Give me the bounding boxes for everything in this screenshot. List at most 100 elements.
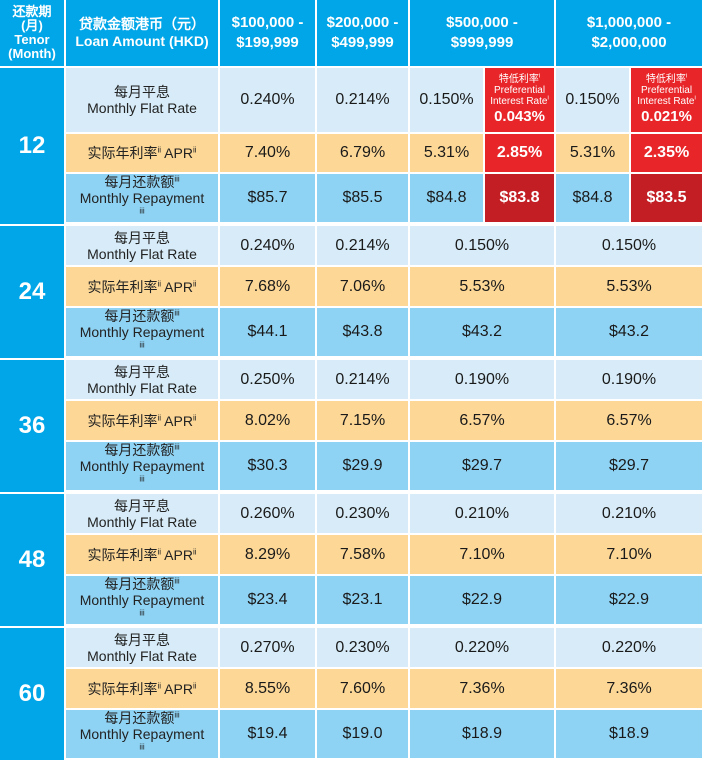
flat-value-cell: 0.150% (556, 226, 702, 267)
tenor-header-zh-unit: (月) (21, 18, 43, 33)
preferential-label-en-text: Interest Rate (490, 96, 548, 107)
repay-value-cell: $29.7 (556, 442, 702, 494)
row-label-en: Monthly Repayment (79, 726, 205, 742)
tier-header-range-start: $500,000 - (446, 14, 518, 31)
tenor-months: 48 (0, 494, 66, 628)
row-label-zh: 每月平息 (114, 631, 170, 648)
footnote-marker: iii (139, 206, 145, 216)
apr-value-cell: 7.06% (317, 267, 410, 308)
rate-row-flat: 60 每月平息 Monthly Flat Rate 0.270% 0.230% 0.220… (0, 628, 702, 762)
tier-header-range-end: $2,000,000 (591, 34, 667, 51)
footnote-marker: ii (192, 278, 197, 288)
footnote-marker: ii (157, 145, 162, 155)
flat-value-cell: 0.230% (317, 628, 410, 669)
rate-row-repay: 每月还款额iii Monthly Repayment iii $23.4 $23.1 $2… (0, 576, 702, 628)
tenor-header-en: Tenor (14, 32, 50, 47)
flat-value-cell: 0.220% (410, 628, 557, 669)
apr-value-cell: 5.31% (410, 134, 485, 174)
row-label-zh: 每月平息 (114, 363, 170, 380)
footnote-marker: iii (139, 340, 145, 350)
preferential-label: 特低利率i (485, 74, 554, 85)
row-label-flat: 每月平息 Monthly Flat Rate (66, 68, 220, 134)
row-label-en: APR (164, 680, 193, 697)
row-label-zh: 每月还款额iii (104, 442, 180, 458)
repay-value-cell: $19.4 (220, 710, 317, 762)
row-label-en: APR (164, 546, 193, 563)
repay-value-cell: $22.9 (556, 576, 702, 628)
repay-value-cell: $85.7 (220, 174, 317, 226)
flat-value-cell: 0.250% (220, 360, 317, 401)
rate-row-apr: 实际年利率ii APRii 7.68% 7.06% 5.53% 5.53% (0, 267, 702, 308)
repay-value-cell: $43.8 (317, 308, 410, 360)
tenor-months: 60 (0, 628, 66, 762)
row-label-repay: 每月还款额iii Monthly Repayment iii (66, 710, 220, 762)
tier-header-1: $100,000 - $199,999 (220, 0, 317, 68)
apr-value-cell: 5.53% (556, 267, 702, 308)
preferential-rate-cell: 特低利率i Preferential Interest Ratei 0.021% (631, 68, 702, 134)
row-label-flat: 每月平息 Monthly Flat Rate (66, 494, 220, 535)
apr-value-cell: 7.58% (317, 535, 410, 576)
repay-value-cell: $29.7 (410, 442, 557, 494)
preferential-rate-value: 0.043% (494, 108, 545, 125)
row-label-repay: 每月还款额iii Monthly Repayment iii (66, 174, 220, 226)
row-label-en: APR (164, 145, 193, 161)
flat-value-cell: 0.240% (220, 226, 317, 267)
row-label-flat: 每月平息 Monthly Flat Rate (66, 628, 220, 669)
apr-value-cell: 7.60% (317, 669, 410, 710)
footnote-marker: iii (139, 474, 145, 484)
preferential-repay-cell: $83.8 (485, 174, 557, 226)
flat-value-cell: 0.190% (556, 360, 702, 401)
footnote-marker: ii (157, 680, 162, 690)
repay-value-cell: $43.2 (556, 308, 702, 360)
rate-row-apr: 实际年利率ii APRii 8.55% 7.60% 7.36% 7.36% (0, 669, 702, 710)
preferential-label: 特低利率i (631, 74, 702, 85)
flat-value-cell: 0.270% (220, 628, 317, 669)
row-label-apr: 实际年利率ii APRii (66, 134, 220, 174)
repay-value-cell: $23.1 (317, 576, 410, 628)
row-label-flat: 每月平息 Monthly Flat Rate (66, 360, 220, 401)
flat-value-cell: 0.210% (410, 494, 557, 535)
flat-value-cell: 0.150% (410, 68, 485, 134)
row-label-apr: 实际年利率ii APRii (66, 669, 220, 710)
footnote-marker: iii (174, 174, 180, 184)
row-label-apr: 实际年利率ii APRii (66, 535, 220, 576)
tenor-header: 还款期 (月) Tenor (Month) (0, 0, 66, 68)
row-label-flat: 每月平息 Monthly Flat Rate (66, 226, 220, 267)
flat-value-cell: 0.230% (317, 494, 410, 535)
row-label-repay: 每月还款额iii Monthly Repayment iii (66, 442, 220, 494)
apr-value-cell: 8.02% (220, 401, 317, 442)
repay-value-cell: $22.9 (410, 576, 557, 628)
row-label-zh: 每月平息 (114, 84, 170, 100)
row-label-zh: 每月还款额iii (104, 710, 180, 726)
row-label-apr: 实际年利率ii APRii (66, 267, 220, 308)
row-label-en: Monthly Repayment (79, 458, 205, 474)
flat-value-cell: 0.240% (220, 68, 317, 134)
rate-row-flat: 24 每月平息 Monthly Flat Rate 0.240% 0.214% 0.150… (0, 226, 702, 360)
row-label-en: Monthly Flat Rate (87, 647, 197, 664)
preferential-label-en: Preferential (640, 85, 693, 96)
apr-value-cell: 7.36% (556, 669, 702, 710)
tier-header-3: $500,000 - $999,999 (410, 0, 557, 68)
flat-value-cell: 0.260% (220, 494, 317, 535)
row-label-zh: 每月平息 (114, 229, 170, 246)
tier-header-2: $200,000 - $499,999 (317, 0, 410, 68)
flat-value-cell: 0.150% (410, 226, 557, 267)
row-label-en: Monthly Repayment (79, 592, 205, 608)
flat-value-cell: 0.150% (556, 68, 632, 134)
footnote-marker: i (547, 95, 549, 102)
row-label-zh: 每月还款额iii (104, 308, 180, 324)
row-label-apr: 实际年利率ii APRii (66, 401, 220, 442)
preferential-label-en-2: Interest Ratei (485, 96, 554, 107)
preferential-label-zh: 特低利率 (498, 74, 539, 85)
footnote-marker: iii (174, 710, 180, 720)
row-label-repay: 每月还款额iii Monthly Repayment iii (66, 308, 220, 360)
flat-value-cell: 0.214% (317, 360, 410, 401)
flat-value-cell: 0.214% (317, 68, 410, 134)
repay-value-cell: $29.9 (317, 442, 410, 494)
tier-header-range-end: $999,999 (450, 34, 514, 51)
loan-amount-header-zh: 贷款金额港币（元） (79, 16, 205, 32)
apr-value-cell: 5.53% (410, 267, 557, 308)
footnote-marker: iii (174, 576, 180, 586)
footnote-marker: iii (139, 608, 145, 618)
flat-value-cell: 0.214% (317, 226, 410, 267)
